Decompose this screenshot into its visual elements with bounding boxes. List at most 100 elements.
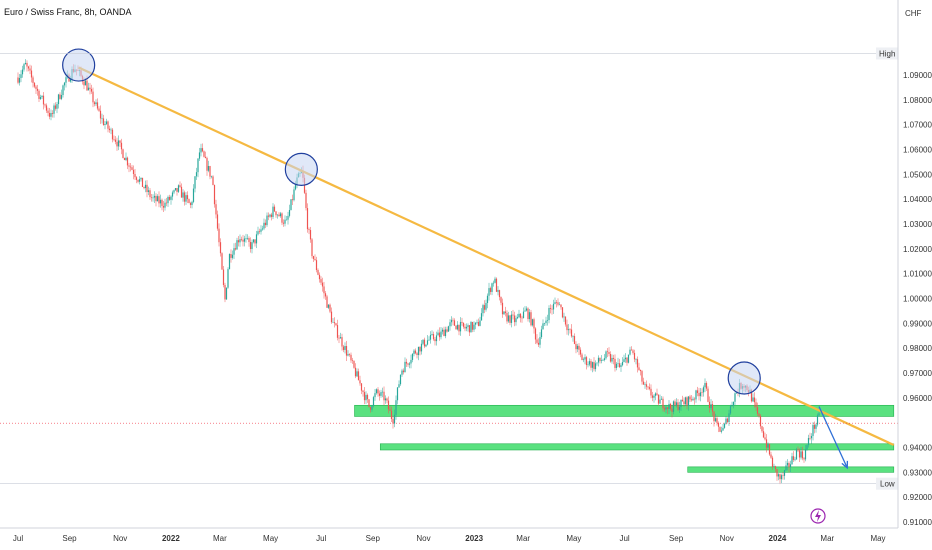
candle-body	[387, 400, 390, 410]
candle-body	[260, 229, 262, 232]
price-tick-label: 0.91000	[903, 518, 932, 527]
candle-body	[693, 398, 696, 400]
candle-body	[372, 397, 375, 407]
candle-body	[252, 239, 255, 243]
candle-body	[197, 158, 199, 173]
candle-body	[701, 392, 703, 393]
candle-body	[329, 304, 331, 312]
candle-body	[86, 80, 88, 91]
candle-body	[407, 363, 409, 365]
candle-body	[621, 362, 624, 366]
candle-body	[24, 62, 27, 65]
highlight-circle-1[interactable]	[62, 48, 96, 82]
candle-body	[432, 334, 435, 340]
price-tick-label: 0.96000	[903, 394, 932, 403]
projection-arrow[interactable]	[818, 406, 848, 469]
candle-body	[348, 354, 351, 355]
candle-body	[548, 308, 550, 321]
time-tick-label: Mar	[820, 534, 834, 543]
candle-body	[339, 337, 342, 339]
highlight-circle-3[interactable]	[727, 361, 761, 395]
candle-body	[18, 78, 21, 83]
candle-body	[632, 350, 634, 353]
candle-body	[278, 214, 280, 217]
candle-body	[171, 192, 174, 197]
candle-body	[797, 449, 799, 451]
candle-body	[543, 323, 546, 324]
candle-body	[798, 450, 801, 458]
candle-body	[234, 248, 237, 250]
time-tick-label: May	[870, 534, 885, 543]
time-tick-label: Jul	[13, 534, 23, 543]
candle-body	[54, 105, 57, 109]
candle-body	[179, 185, 181, 187]
candle-body	[479, 320, 481, 326]
candle-body	[69, 79, 72, 82]
candle-body	[53, 105, 55, 114]
candle-body	[410, 359, 412, 364]
currency-label[interactable]: CHF	[905, 9, 922, 18]
candle-body	[245, 238, 247, 239]
candle-body	[249, 242, 252, 250]
candle-body	[413, 350, 415, 354]
candle-body	[426, 340, 429, 345]
bolt-icon[interactable]	[810, 508, 826, 524]
candle-body	[711, 404, 714, 412]
candle-body	[111, 129, 114, 140]
candle-body	[612, 357, 615, 359]
candle-body	[486, 295, 489, 303]
candle-body	[146, 184, 148, 193]
candle-body	[312, 256, 315, 259]
candle-body	[90, 88, 93, 92]
candle-body	[231, 254, 234, 258]
candle-body	[473, 324, 475, 330]
candle-body	[284, 219, 286, 224]
candle-body	[494, 278, 496, 283]
candle-body	[629, 349, 631, 355]
candle-body	[353, 360, 355, 368]
tradingview-logo[interactable]	[810, 508, 826, 524]
candle-body	[198, 152, 201, 159]
candle-body	[401, 370, 403, 375]
time-axis[interactable]: Jul Sep Nov 2022 Mar May Jul Sep Nov 2023 Mar May Ju…	[13, 534, 886, 543]
candle-body	[156, 196, 159, 202]
candle-body	[324, 293, 327, 297]
candle-body	[573, 336, 576, 344]
price-tick-label: 1.02000	[903, 245, 932, 254]
high-tag	[876, 47, 898, 60]
candle-body	[719, 426, 721, 432]
candle-body	[239, 239, 241, 243]
candle-body	[17, 77, 19, 83]
candle-body	[428, 339, 430, 341]
chart-title: Euro / Swiss Franc, 8h, OANDA	[4, 7, 132, 17]
candle-body	[750, 389, 753, 402]
candle-body	[368, 399, 370, 407]
candle-body	[650, 388, 652, 396]
candle-body	[233, 248, 235, 255]
candle-body	[609, 354, 612, 362]
candle-body	[605, 351, 607, 359]
price-tick-label: 0.94000	[903, 444, 932, 453]
candle-body	[671, 408, 673, 412]
candle-body	[758, 413, 760, 416]
candle-body	[545, 320, 547, 324]
candle-body	[578, 345, 580, 350]
candle-body	[570, 329, 573, 337]
candle-body	[515, 318, 517, 323]
candle-body	[437, 332, 439, 336]
price-tick-label: 1.04000	[903, 195, 932, 204]
candle-body	[801, 451, 804, 459]
candle-body	[581, 354, 583, 361]
candle-body	[294, 185, 297, 190]
candle-body	[333, 322, 336, 324]
candle-body	[806, 445, 808, 450]
candle-body	[191, 201, 193, 205]
candle-body	[561, 307, 564, 318]
highlight-circle-2[interactable]	[284, 152, 318, 186]
candle-body	[563, 316, 565, 318]
candle-body	[345, 346, 348, 356]
candle-body	[527, 308, 529, 320]
candle-body	[204, 156, 207, 159]
